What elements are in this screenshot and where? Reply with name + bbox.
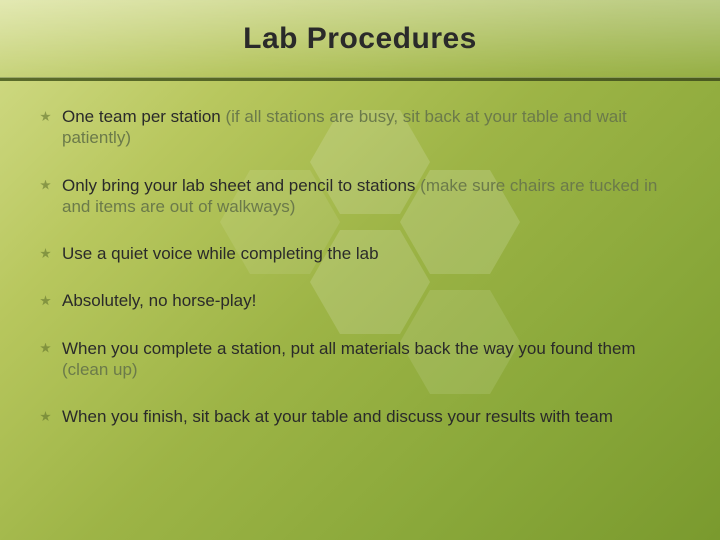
list-item: When you finish, sit back at your table … xyxy=(40,406,680,427)
list-item: Only bring your lab sheet and pencil to … xyxy=(40,175,680,218)
bullet-text: Use a quiet voice while completing the l… xyxy=(62,244,379,263)
bullet-text: One team per station xyxy=(62,107,225,126)
bullet-text: When you complete a station, put all mat… xyxy=(62,339,636,358)
list-item: When you complete a station, put all mat… xyxy=(40,338,680,381)
list-item: One team per station (if all stations ar… xyxy=(40,106,680,149)
bullet-text: Absolutely, no horse-play! xyxy=(62,291,256,310)
bullet-muted: (clean up) xyxy=(62,360,138,379)
title-bar: Lab Procedures xyxy=(0,0,720,78)
bullet-text: Only bring your lab sheet and pencil to … xyxy=(62,176,420,195)
bullet-list: One team per station (if all stations ar… xyxy=(40,106,680,427)
bullet-text: When you finish, sit back at your table … xyxy=(62,407,613,426)
slide-content: One team per station (if all stations ar… xyxy=(0,78,720,473)
slide-title: Lab Procedures xyxy=(243,22,477,56)
list-item: Absolutely, no horse-play! xyxy=(40,290,680,311)
list-item: Use a quiet voice while completing the l… xyxy=(40,243,680,264)
